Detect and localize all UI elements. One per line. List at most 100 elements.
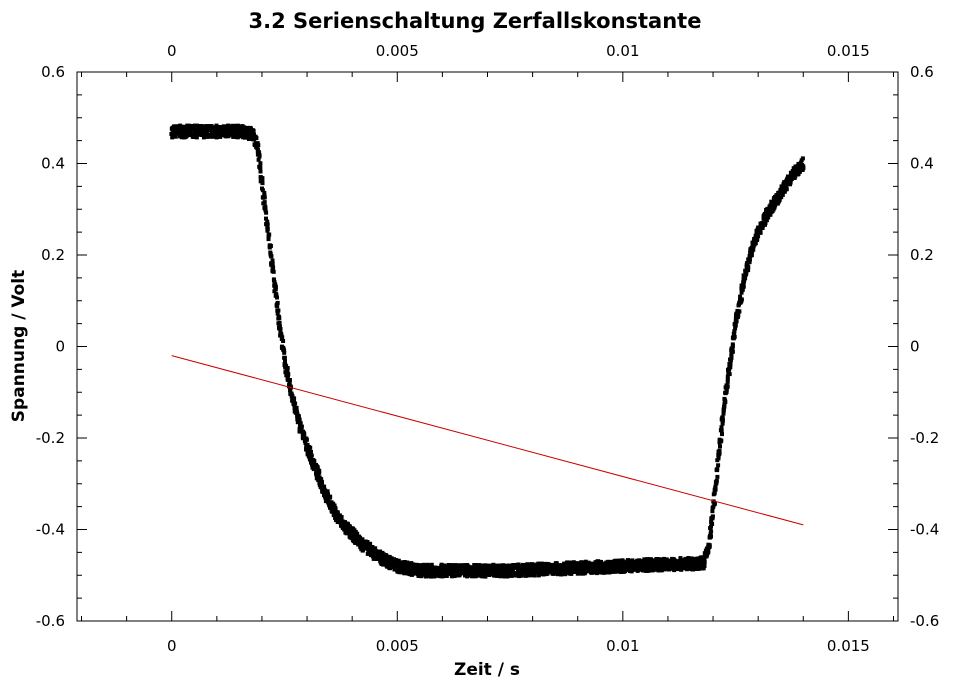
data-point xyxy=(205,134,210,139)
data-point xyxy=(749,251,754,256)
data-point xyxy=(720,421,725,426)
data-point xyxy=(267,243,272,248)
data-point xyxy=(763,220,768,225)
data-point xyxy=(742,279,746,284)
data-point xyxy=(753,233,758,238)
data-point xyxy=(716,456,721,461)
data-point xyxy=(199,133,204,137)
data-point xyxy=(744,270,749,275)
data-point xyxy=(276,314,281,319)
data-point xyxy=(453,573,457,578)
data-point xyxy=(332,512,337,517)
y-tick-label: -0.2 xyxy=(36,429,65,447)
y-tick-label: 0.6 xyxy=(41,63,65,81)
data-point xyxy=(707,544,712,549)
data-point xyxy=(764,218,769,223)
data-point xyxy=(702,564,707,568)
data-point xyxy=(608,570,613,574)
data-point xyxy=(282,348,287,353)
data-point xyxy=(739,297,744,302)
data-point xyxy=(722,404,727,409)
data-point xyxy=(297,417,302,422)
data-point xyxy=(711,499,716,504)
data-point xyxy=(798,167,803,172)
data-point xyxy=(429,562,434,567)
data-point xyxy=(738,294,743,299)
data-point xyxy=(322,484,327,489)
data-point xyxy=(685,557,690,562)
data-point xyxy=(217,129,222,134)
data-point xyxy=(710,509,715,514)
y-tick-label-right: -0.6 xyxy=(910,612,939,630)
data-point xyxy=(719,425,724,430)
data-point xyxy=(796,172,801,176)
data-point xyxy=(801,166,806,171)
data-point xyxy=(264,216,268,221)
axis-ticks xyxy=(77,71,898,622)
data-point xyxy=(260,188,265,193)
data-point xyxy=(325,493,330,498)
data-point xyxy=(317,470,322,475)
data-point xyxy=(180,124,185,129)
data-point xyxy=(720,418,725,423)
data-point xyxy=(281,339,286,343)
data-point xyxy=(478,568,482,573)
y-tick-label-right: 0.2 xyxy=(910,246,934,264)
data-point xyxy=(613,569,618,574)
data-point xyxy=(309,449,313,454)
data-point xyxy=(251,128,256,133)
data-point xyxy=(499,569,504,574)
data-point xyxy=(255,141,260,146)
data-point xyxy=(719,438,724,443)
data-point xyxy=(230,123,235,128)
data-point xyxy=(737,309,742,314)
x-tick-label: 0 xyxy=(167,637,177,655)
data-point xyxy=(727,372,732,377)
data-point xyxy=(399,569,404,574)
data-point xyxy=(428,574,433,579)
data-point xyxy=(456,565,461,570)
data-point xyxy=(730,349,735,354)
data-point xyxy=(271,277,276,282)
data-point xyxy=(595,563,600,568)
data-point xyxy=(309,453,313,458)
x-axis-label: Zeit / s xyxy=(454,660,520,680)
data-point xyxy=(758,228,763,233)
data-point xyxy=(747,259,752,264)
data-point xyxy=(214,123,219,128)
data-point xyxy=(719,428,724,433)
data-point xyxy=(273,282,278,287)
data-point xyxy=(720,432,724,437)
data-point xyxy=(194,123,199,128)
data-point xyxy=(656,564,660,569)
data-point xyxy=(709,534,713,539)
data-point xyxy=(532,573,537,578)
data-point xyxy=(463,563,467,568)
data-point xyxy=(645,561,650,566)
data-point xyxy=(686,566,691,571)
data-point xyxy=(770,201,775,206)
data-point xyxy=(733,326,738,331)
data-point xyxy=(582,571,587,576)
data-point xyxy=(769,206,774,211)
x-tick-label-top: 0.01 xyxy=(606,42,639,60)
data-point xyxy=(260,180,265,185)
data-point xyxy=(194,135,199,140)
data-point xyxy=(254,136,259,140)
data-point xyxy=(721,411,726,416)
y-tick-label: -0.6 xyxy=(36,612,65,630)
data-point xyxy=(329,504,333,509)
data-point xyxy=(282,355,287,360)
data-point xyxy=(504,563,509,568)
data-point xyxy=(563,570,568,575)
plot-frame xyxy=(76,71,899,622)
x-tick-label: 0.015 xyxy=(827,637,870,655)
data-point xyxy=(474,571,479,576)
data-point xyxy=(320,480,324,485)
data-point xyxy=(715,474,720,479)
data-point xyxy=(519,573,523,578)
data-point xyxy=(278,329,283,334)
data-point xyxy=(246,131,251,136)
data-point xyxy=(664,557,669,562)
data-point xyxy=(257,153,262,158)
